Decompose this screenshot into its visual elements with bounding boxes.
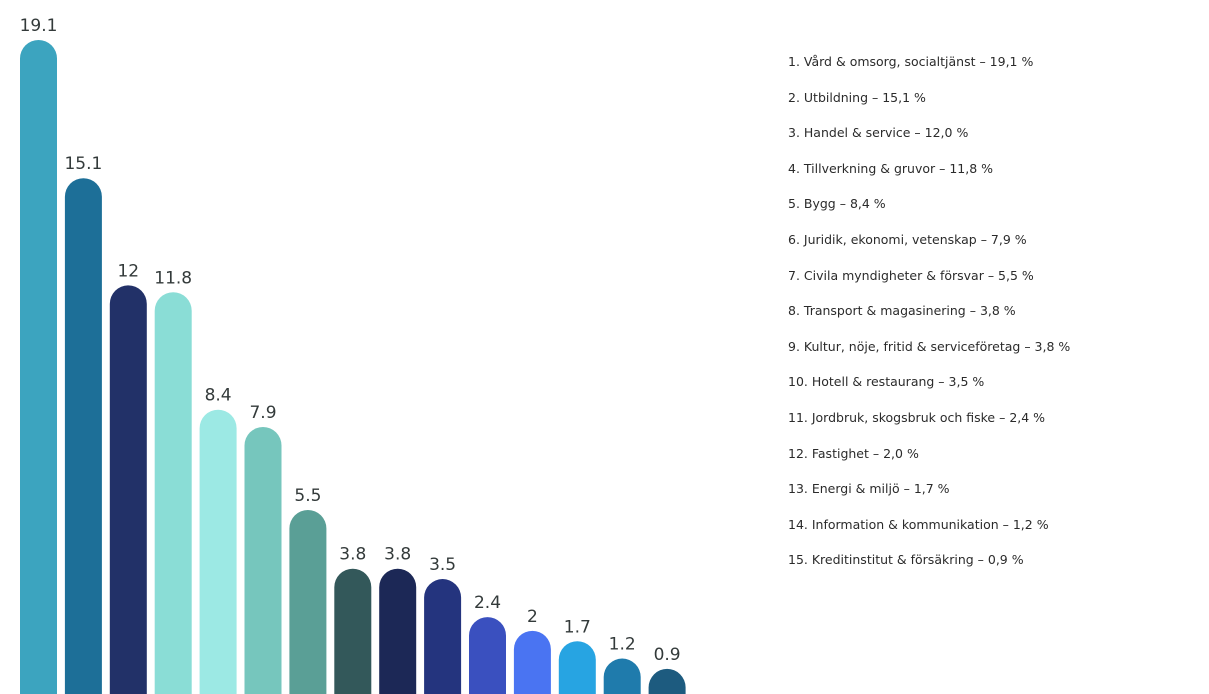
bar-value-label: 12 xyxy=(117,261,139,281)
legend-item: 15. Kreditinstitut & försäkring – 0,9 % xyxy=(788,552,1024,568)
bar-value-label: 3.8 xyxy=(384,545,411,565)
legend-item: 1. Vård & omsorg, socialtjänst – 19,1 % xyxy=(788,54,1034,69)
bar-value-label: 1.2 xyxy=(609,635,636,655)
legend-item: 6. Juridik, ekonomi, vetenskap – 7,9 % xyxy=(788,231,1027,247)
bar xyxy=(64,178,102,694)
bar-value-label: 0.9 xyxy=(654,645,681,665)
bar-value-label: 19.1 xyxy=(20,16,58,36)
bar-chart-svg: 19.1 15.1 12 11.8 8.4 7.9 5.5 3.8 3.8 3.5 2.4 2 1.7 1… xyxy=(20,16,686,694)
bar xyxy=(424,579,462,694)
bar-value-label: 7.9 xyxy=(249,403,276,423)
bar-value-label: 3.5 xyxy=(429,555,456,575)
legend-item: 4. Tillverkning & gruvor – 11,8 % xyxy=(788,160,994,176)
legend-item: 3. Handel & service – 12,0 % xyxy=(788,125,969,141)
bar-value-label: 3.8 xyxy=(339,545,366,565)
bar xyxy=(244,427,282,694)
legend-item: 13. Energi & miljö – 1,7 % xyxy=(788,481,950,497)
bar xyxy=(109,285,147,694)
legend-item: 7. Civila myndigheter & försvar – 5,5 % xyxy=(788,267,1034,283)
bar-value-label: 2 xyxy=(527,607,538,627)
bar xyxy=(648,668,686,694)
bar-value-label: 11.8 xyxy=(154,268,192,288)
bar xyxy=(20,40,57,694)
legend-item: 2. Utbildning – 15,1 % xyxy=(788,89,926,105)
legend-item: 14. Information & kommunikation – 1,2 % xyxy=(788,516,1049,532)
bar xyxy=(469,617,506,694)
bar-value-label: 8.4 xyxy=(205,386,232,406)
legend-item: 8. Transport & magasinering – 3,8 % xyxy=(788,303,1016,319)
bar xyxy=(513,630,551,694)
bar-value-label: 2.4 xyxy=(474,593,501,613)
bar xyxy=(154,292,192,694)
bar xyxy=(334,568,372,694)
bar-value-label: 1.7 xyxy=(564,617,591,637)
bar-value-label: 15.1 xyxy=(64,154,102,174)
bar xyxy=(199,409,237,694)
legend-item: 11. Jordbruk, skogsbruk och fiske – 2,4 … xyxy=(788,409,1046,425)
legend-item: 12. Fastighet – 2,0 % xyxy=(788,445,919,461)
legend-item: 9. Kultur, nöje, fritid & serviceföretag… xyxy=(788,338,1071,354)
legend-item: 10. Hotell & restaurang – 3,5 % xyxy=(788,374,985,390)
chart-legend: 1. Vård & omsorg, socialtjänst – 19,1 % … xyxy=(788,44,1208,578)
bar xyxy=(603,658,641,694)
bar-value-label: 5.5 xyxy=(294,486,321,506)
bar xyxy=(289,510,327,694)
bar-chart: 19.1 15.1 12 11.8 8.4 7.9 5.5 3.8 3.8 3.5 2.4 2 1.7 1… xyxy=(20,16,686,694)
bar xyxy=(379,568,417,694)
bar xyxy=(558,641,596,694)
legend-item: 5. Bygg – 8,4 % xyxy=(788,196,886,212)
